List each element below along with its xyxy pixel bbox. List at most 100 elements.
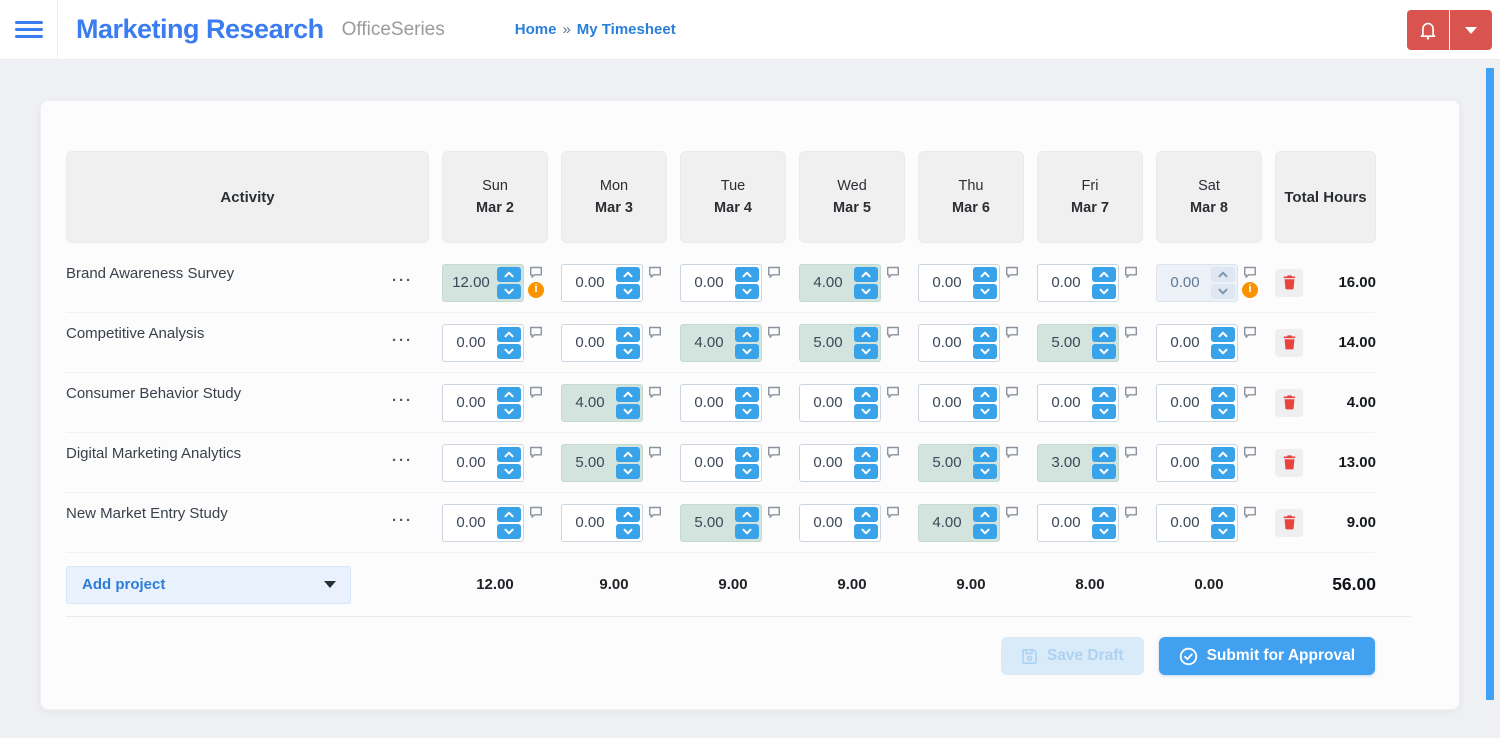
increment-button[interactable] [973,446,997,462]
comment-icon[interactable] [529,446,543,459]
decrement-button[interactable] [735,463,759,479]
hours-input[interactable] [921,506,973,539]
decrement-button[interactable] [497,283,521,299]
delete-row-button[interactable] [1275,388,1303,417]
decrement-button[interactable] [1092,463,1116,479]
comment-icon[interactable] [1124,266,1138,279]
hours-input[interactable] [445,326,497,359]
increment-button[interactable] [1092,326,1116,342]
decrement-button[interactable] [735,403,759,419]
breadcrumb-current-link[interactable]: My Timesheet [576,21,676,38]
decrement-button[interactable] [1092,523,1116,539]
notifications-button[interactable] [1407,10,1449,50]
comment-icon[interactable] [886,386,900,399]
comment-icon[interactable] [1005,266,1019,279]
decrement-button[interactable] [973,403,997,419]
decrement-button[interactable] [1092,403,1116,419]
increment-button[interactable] [616,326,640,342]
hours-input[interactable] [683,446,735,479]
hours-input[interactable] [802,326,854,359]
increment-button[interactable] [854,386,878,402]
row-menu-ellipsis[interactable]: ··· [392,392,413,409]
increment-button[interactable] [497,506,521,522]
decrement-button[interactable] [973,343,997,359]
hours-input[interactable] [683,266,735,299]
comment-icon[interactable] [1005,326,1019,339]
decrement-button[interactable] [497,463,521,479]
user-menu-button[interactable] [1450,10,1492,50]
decrement-button[interactable] [973,463,997,479]
delete-row-button[interactable] [1275,448,1303,477]
comment-icon[interactable] [529,266,543,279]
breadcrumb-home-link[interactable]: Home [514,21,557,38]
decrement-button[interactable] [616,283,640,299]
increment-button[interactable] [1211,326,1235,342]
decrement-button[interactable] [616,403,640,419]
increment-button[interactable] [616,386,640,402]
hours-input[interactable] [802,386,854,419]
decrement-button[interactable] [735,283,759,299]
hours-input[interactable] [1159,266,1211,299]
comment-icon[interactable] [1243,326,1257,339]
comment-icon[interactable] [1243,506,1257,519]
hours-input[interactable] [802,266,854,299]
increment-button[interactable] [854,506,878,522]
hours-input[interactable] [445,386,497,419]
hours-input[interactable] [802,506,854,539]
comment-icon[interactable] [648,326,662,339]
comment-icon[interactable] [1124,506,1138,519]
decrement-button[interactable] [973,523,997,539]
increment-button[interactable] [1211,386,1235,402]
hours-input[interactable] [445,506,497,539]
increment-button[interactable] [735,386,759,402]
increment-button[interactable] [1211,266,1235,282]
hours-input[interactable] [683,326,735,359]
increment-button[interactable] [854,266,878,282]
increment-button[interactable] [973,326,997,342]
hours-input[interactable] [564,386,616,419]
increment-button[interactable] [616,266,640,282]
comment-icon[interactable] [886,326,900,339]
decrement-button[interactable] [854,463,878,479]
increment-button[interactable] [1092,386,1116,402]
hamburger-menu-icon[interactable] [0,0,58,60]
hours-input[interactable] [1040,506,1092,539]
comment-icon[interactable] [886,506,900,519]
delete-row-button[interactable] [1275,268,1303,297]
hours-input[interactable] [921,446,973,479]
comment-icon[interactable] [648,266,662,279]
hours-input[interactable] [1040,446,1092,479]
increment-button[interactable] [497,326,521,342]
comment-icon[interactable] [648,446,662,459]
decrement-button[interactable] [973,283,997,299]
increment-button[interactable] [735,506,759,522]
increment-button[interactable] [973,386,997,402]
row-menu-ellipsis[interactable]: ··· [392,452,413,469]
submit-for-approval-button[interactable]: Submit for Approval [1158,637,1375,675]
comment-icon[interactable] [1243,446,1257,459]
comment-icon[interactable] [1124,326,1138,339]
comment-icon[interactable] [767,266,781,279]
increment-button[interactable] [973,266,997,282]
row-menu-ellipsis[interactable]: ··· [392,332,413,349]
increment-button[interactable] [735,266,759,282]
decrement-button[interactable] [497,403,521,419]
hours-input[interactable] [921,386,973,419]
comment-icon[interactable] [1124,446,1138,459]
hours-input[interactable] [921,266,973,299]
comment-icon[interactable] [1243,386,1257,399]
decrement-button[interactable] [854,343,878,359]
increment-button[interactable] [1092,266,1116,282]
hours-input[interactable] [1040,326,1092,359]
decrement-button[interactable] [1211,283,1235,299]
decrement-button[interactable] [1211,523,1235,539]
decrement-button[interactable] [497,343,521,359]
decrement-button[interactable] [616,343,640,359]
hours-input[interactable] [564,326,616,359]
increment-button[interactable] [1092,506,1116,522]
increment-button[interactable] [497,386,521,402]
comment-icon[interactable] [648,506,662,519]
add-project-dropdown[interactable]: Add project [66,565,351,604]
hours-input[interactable] [1159,386,1211,419]
comment-icon[interactable] [1124,386,1138,399]
